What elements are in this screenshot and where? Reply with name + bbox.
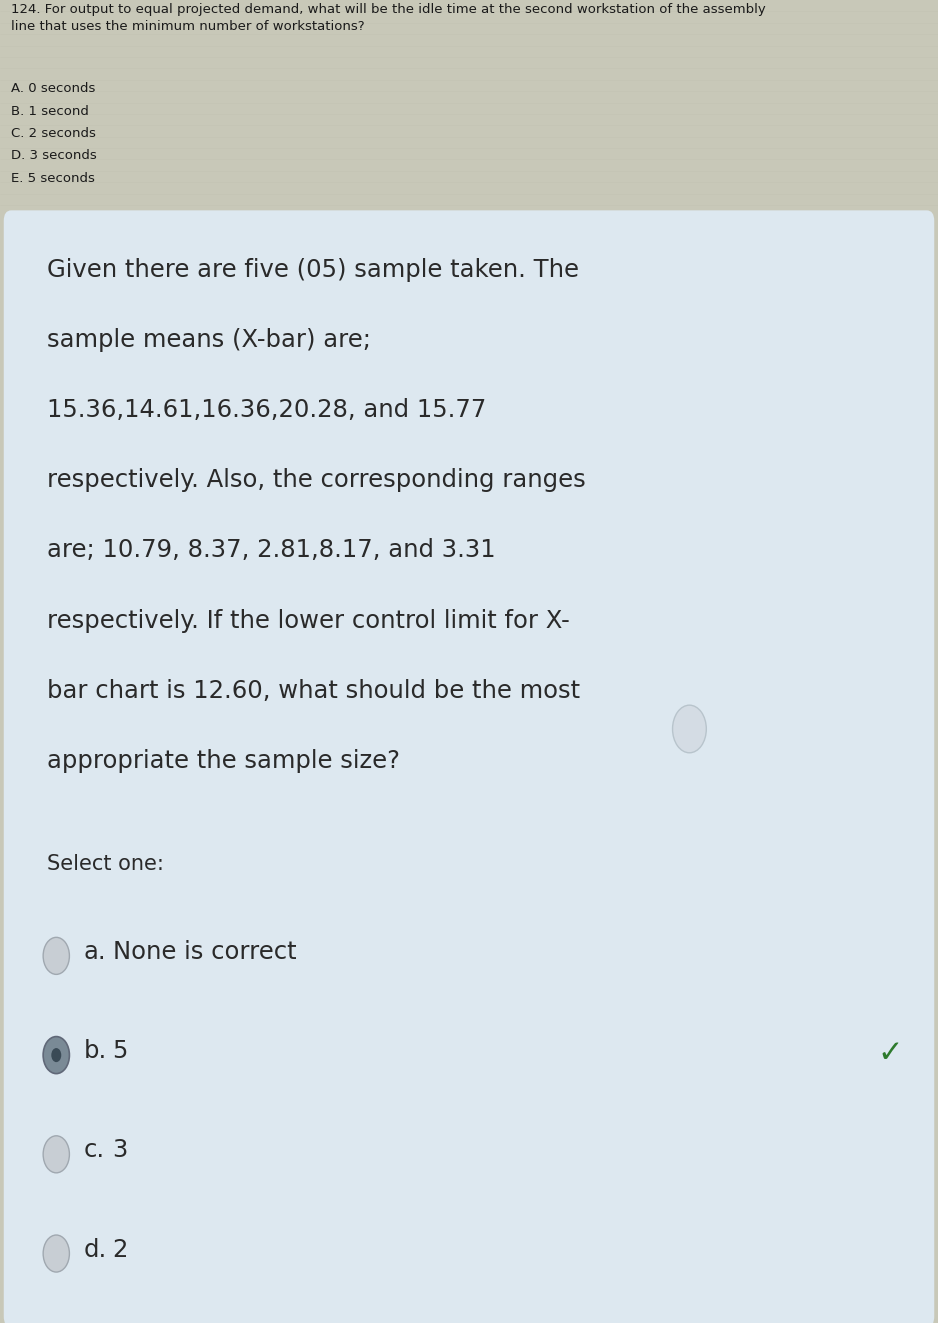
Text: a.: a. [83,941,106,964]
Text: Select one:: Select one: [47,855,164,875]
Circle shape [43,1037,69,1074]
Circle shape [43,1236,69,1273]
FancyBboxPatch shape [4,210,934,1323]
Text: Given there are five (05) sample taken. The: Given there are five (05) sample taken. … [47,258,579,282]
Text: D. 3 seconds: D. 3 seconds [11,149,97,163]
Text: respectively. If the lower control limit for X-: respectively. If the lower control limit… [47,609,569,632]
Circle shape [673,705,706,753]
Text: sample means (X-bar) are;: sample means (X-bar) are; [47,328,371,352]
Text: b.: b. [83,1040,107,1064]
Text: 124. For output to equal projected demand, what will be the idle time at the sec: 124. For output to equal projected deman… [11,3,766,33]
Circle shape [43,1135,69,1174]
Text: appropriate the sample size?: appropriate the sample size? [47,749,400,773]
Text: ✓: ✓ [877,1040,902,1068]
Text: 3: 3 [113,1138,128,1163]
Text: 5: 5 [113,1040,128,1064]
Circle shape [52,1048,61,1062]
Text: B. 1 second: B. 1 second [11,105,89,118]
Text: d.: d. [83,1238,107,1262]
Text: respectively. Also, the corresponding ranges: respectively. Also, the corresponding ra… [47,468,585,492]
Text: E. 5 seconds: E. 5 seconds [11,172,95,185]
Text: 2: 2 [113,1238,128,1262]
Circle shape [43,938,69,975]
Text: c.: c. [83,1138,105,1163]
Text: C. 2 seconds: C. 2 seconds [11,127,96,140]
Text: None is correct: None is correct [113,941,296,964]
Text: 15.36,14.61,16.36,20.28, and 15.77: 15.36,14.61,16.36,20.28, and 15.77 [47,398,486,422]
Text: bar chart is 12.60, what should be the most: bar chart is 12.60, what should be the m… [47,679,580,703]
Text: are; 10.79, 8.37, 2.81,8.17, and 3.31: are; 10.79, 8.37, 2.81,8.17, and 3.31 [47,538,495,562]
Text: A. 0 seconds: A. 0 seconds [11,82,96,95]
